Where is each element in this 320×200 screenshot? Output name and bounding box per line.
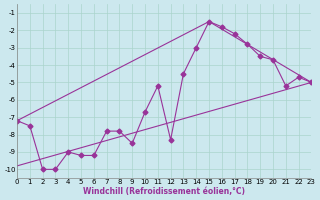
X-axis label: Windchill (Refroidissement éolien,°C): Windchill (Refroidissement éolien,°C) [83,187,245,196]
